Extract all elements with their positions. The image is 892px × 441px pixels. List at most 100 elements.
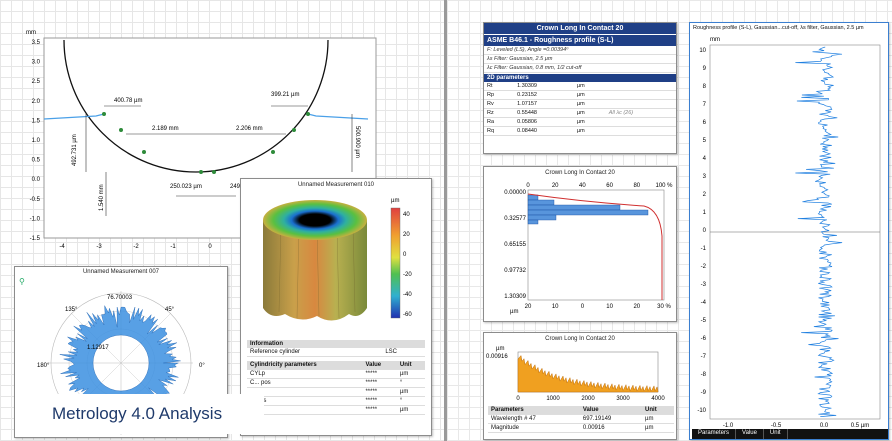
info-header: Information [247, 340, 425, 348]
y-tick-label: 4 [703, 156, 707, 162]
top-tick-label: 100 % [655, 183, 673, 189]
y-tick-label: 0.97732 [504, 268, 526, 274]
x-tick-label: -2 [133, 244, 139, 250]
y-tick-label: -9 [701, 390, 707, 396]
y-tick-label: -8 [701, 372, 707, 378]
y-tick-label: 7 [703, 102, 707, 108]
asme-subtitle: ASME B46.1 - Roughness profile (S-L) [484, 34, 676, 46]
y-tick-label: 0.5 [32, 158, 41, 164]
asme-line-2: λs Filter: Gaussian, 2.5 µm [484, 55, 676, 64]
dim-label-9: 249.97 [230, 184, 249, 190]
polar-angle-180: 180° [37, 363, 50, 369]
table-row: Wavelength # 47 697.19149 µm [488, 414, 674, 424]
spectrum-chart: µm 0.00916 0 1000 2000 3000 4000 [486, 346, 665, 402]
table-row: C... pos ***** ° [247, 378, 425, 388]
roughness-profile-window[interactable]: Roughness profile (S-L), Gaussian...cut-… [689, 22, 889, 440]
spectrum-y-top: 0.00916 [486, 354, 508, 360]
y-tick-label: 1 [703, 210, 707, 216]
x-tick-label: 4000 [651, 396, 665, 402]
polar-angle-135: 135° [65, 307, 78, 313]
x-tick-label: 0 [516, 396, 520, 402]
roughness-signal [795, 46, 843, 417]
y-tick-label: 0 [703, 228, 707, 234]
table-row: ... pos*****° [247, 396, 425, 406]
abbott-y-unit: µm [510, 309, 518, 315]
y-tick-label: 2.5 [32, 79, 41, 85]
y-tick-label: 3.5 [32, 40, 41, 46]
y-tick-label: 0.65155 [504, 242, 526, 248]
table-row: ***** µm [247, 405, 425, 415]
table-row: Rp 0.23152 µm [484, 90, 676, 100]
y-tick-label: 1.5 [32, 118, 41, 124]
asme-line-3: λc Filter: Gaussian, 0.8 mm, 1/2 cut-off [484, 64, 676, 73]
cyl-col-value: Value [362, 361, 397, 370]
x-tick-label: 1000 [546, 396, 560, 402]
bottom-tick-label: 10 [552, 304, 559, 310]
caption-label: Metrology 4.0 Analysis [38, 394, 264, 434]
x-tick-label: -1 [170, 244, 176, 250]
top-tick-label: 60 [606, 183, 613, 189]
table-row: Rz 0.55448 µm All λc (26) [484, 108, 676, 118]
table-row: ***** µm [247, 387, 425, 397]
y-tick-label: -2 [701, 264, 707, 270]
cyl-params-table: Cylindricity parameters Value Unit CYLp *… [247, 361, 425, 415]
pin-icon[interactable]: ⚲ [19, 277, 25, 286]
polar-min-label: 1.12917 [87, 345, 109, 351]
abbott-curve-window[interactable]: Crown Long In Contact 20 0.00000 0.32577 0… [483, 166, 677, 322]
asme-params-table: Rt 1.30309 µm Rp 0.23152 µm Rv 1.07157 µm Rz 0.… [484, 82, 676, 136]
color-scale [390, 207, 401, 319]
left-workspace: mm 3.5 3.0 2.5 2.0 1.5 1.0 0.5 0.0 -0.5 -1.0 -1.5 … [0, 0, 444, 441]
y-tick-label: -0.5 [30, 197, 41, 203]
measured-line-right [307, 113, 369, 120]
asme-section: 2D parameters [484, 73, 676, 82]
roughness-unit: mm [710, 37, 720, 43]
scale-unit: µm [391, 198, 399, 204]
table-row: Ra 0.05806 µm [484, 117, 676, 127]
polar-plot-window[interactable]: Unnamed Measurement 007 76.70003 1.12917… [14, 266, 228, 438]
y-tick-label: -7 [701, 354, 707, 360]
asme-parameters-window[interactable]: Crown Long In Contact 20 ASME B46.1 - Ro… [483, 22, 677, 154]
cylinder-top [263, 200, 367, 240]
bottom-tick-label: 10 [606, 304, 613, 310]
x-tick-label: -1.0 [723, 423, 734, 429]
table-row: Magnitude 0.00916 µm [488, 423, 674, 433]
spectrum-title: Crown Long In Contact 20 [545, 336, 615, 342]
panel-divider[interactable] [444, 0, 447, 441]
x-tick-label: 0.0 [820, 423, 829, 429]
bottom-tick-label: 30 % [657, 304, 671, 310]
spectrum-y-unit: µm [496, 346, 504, 352]
y-tick-label: 10 [699, 48, 706, 54]
x-tick-label: 3000 [616, 396, 630, 402]
cylinder-info: Information Reference cylinder LSC Cylind… [241, 338, 431, 417]
y-tick-label: -5 [701, 318, 707, 324]
cyl-params-header: Cylindricity parameters [247, 361, 363, 370]
dim-label-8: 250.023 µm [170, 184, 202, 190]
y-tick-label: -1.5 [30, 236, 41, 242]
ref-label: Reference cylinder [247, 348, 383, 357]
spectrum-window[interactable]: Crown Long In Contact 20 µm 0.00916 0 100… [483, 332, 677, 440]
bottom-tick-label: 20 [525, 304, 532, 310]
table-row: Rt 1.30309 µm [484, 82, 676, 91]
table-row: Rq 0.08440 µm [484, 126, 676, 136]
top-tick-label: 40 [579, 183, 586, 189]
bottom-tick-label: 20 [633, 304, 640, 310]
y-tick-label: -3 [701, 282, 707, 288]
y-tick-label: -10 [697, 408, 706, 414]
scale-tick-label: -20 [403, 272, 412, 278]
profile-y-ticks: 3.5 3.0 2.5 2.0 1.5 1.0 0.5 0.0 -0.5 -1.0 -1.5 [30, 40, 41, 242]
polar-title: Unnamed Measurement 007 [82, 269, 160, 275]
profile-unit: mm [26, 30, 36, 36]
x-tick-label: 0.5 µm [851, 423, 869, 429]
profile-chart-window[interactable]: mm 3.5 3.0 2.5 2.0 1.5 1.0 0.5 0.0 -0.5 -1.0 -1.5 … [16, 26, 386, 254]
y-tick-label: 2 [703, 192, 707, 198]
x-tick-label: 2000 [581, 396, 595, 402]
y-tick-label: 5 [703, 138, 707, 144]
y-tick-label: -6 [701, 336, 707, 342]
dim-label-7: 1.540 mm [99, 184, 105, 211]
roughness-bottom-bar: Parameters Value Unit [692, 429, 888, 439]
arc-profile [63, 39, 329, 173]
y-tick-label: 0.00000 [504, 190, 526, 196]
top-tick-label: 80 [633, 183, 640, 189]
cylinder-window[interactable]: Unnamed Measurement 010 [240, 178, 432, 436]
